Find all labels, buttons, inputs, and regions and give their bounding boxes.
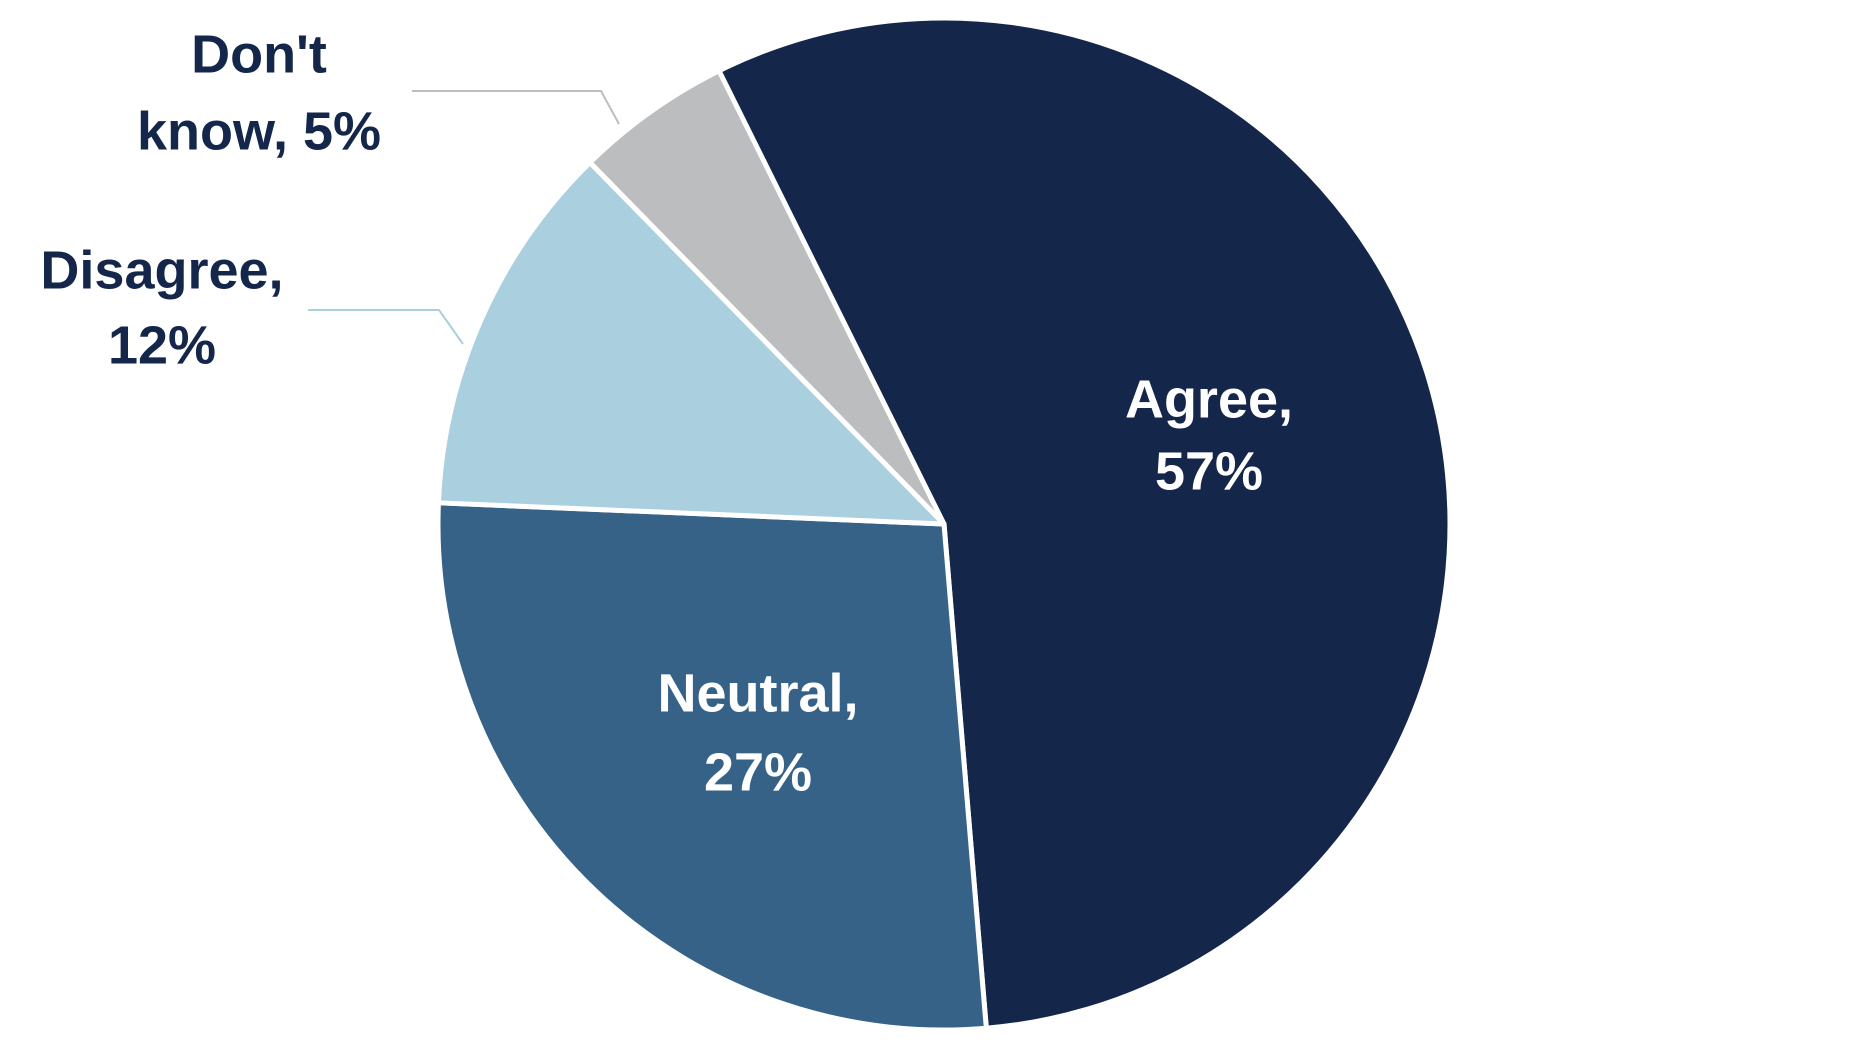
leader-line	[412, 90, 620, 125]
pie-slice	[587, 68, 947, 527]
pie-slice	[435, 159, 947, 527]
data-label: know, 5%	[137, 101, 381, 161]
data-label: Don't	[191, 24, 327, 84]
data-label: Neutral,	[657, 663, 858, 723]
data-label: Disagree,	[40, 240, 283, 300]
leader-line	[308, 309, 464, 345]
data-label: 27%	[704, 742, 812, 802]
pie-slice	[435, 500, 989, 1033]
data-label: 57%	[1155, 441, 1263, 501]
data-label: Agree,	[1125, 369, 1293, 429]
pie-slice	[688, 15, 1453, 1031]
data-label: 12%	[108, 315, 216, 375]
